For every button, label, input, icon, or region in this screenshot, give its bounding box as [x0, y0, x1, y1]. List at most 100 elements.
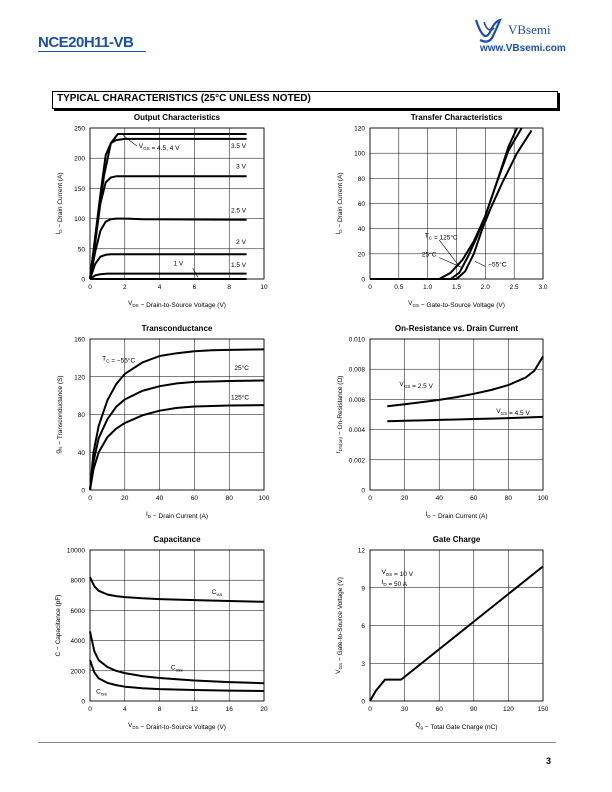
x-tick-label: 90: [470, 706, 478, 713]
x-tick-label: 60: [436, 706, 444, 713]
y-tick-label: 9: [361, 585, 365, 592]
y-tick-label: 80: [78, 412, 86, 419]
data-annotation: 1.5 V: [231, 262, 247, 269]
y-axis-label: ID − Drain Current (A): [335, 172, 344, 234]
x-tick-label: 20: [401, 495, 409, 502]
data-annotation: VGS = 2.5 V: [399, 381, 433, 390]
y-axis-label: rDS(on) − On-Resistance (Ω): [335, 376, 344, 454]
series-line: [89, 253, 247, 280]
leader-line: [122, 135, 138, 147]
x-axis-label: ID − Drain Current (A): [146, 511, 208, 520]
y-tick-label: 0: [81, 699, 85, 706]
x-tick-label: 0: [368, 706, 372, 713]
x-tick-label: 150: [538, 706, 549, 713]
x-tick-label: 8: [227, 284, 231, 291]
section-header: TYPICAL CHARACTERISTICS (25°C UNLESS NOT…: [52, 91, 558, 109]
x-axis-label: ID − Drain Current (A): [425, 511, 487, 520]
series-line: [89, 404, 265, 491]
series-line: [89, 659, 265, 692]
y-axis-label: ID − Drain Current (A): [55, 172, 64, 234]
series-line: [370, 129, 533, 280]
series-line: [89, 379, 265, 491]
x-tick-label: 60: [470, 495, 478, 502]
data-annotation: Coss: [171, 664, 184, 672]
plot-frame: [89, 549, 265, 702]
series-line: [89, 217, 247, 280]
x-tick-label: 0: [88, 706, 92, 713]
series-line: [387, 415, 544, 423]
y-tick-label: 150: [74, 186, 85, 193]
plot-frame: [89, 338, 265, 491]
data-annotation: TC = 125°C: [425, 232, 458, 241]
x-tick-label: 0: [368, 495, 372, 502]
x-tick-label: 16: [226, 706, 234, 713]
data-annotation: VGS = 4.5 V: [496, 408, 530, 417]
y-tick-label: 0: [361, 699, 365, 706]
y-tick-label: 120: [354, 126, 365, 133]
x-tick-label: 2.5: [510, 284, 519, 291]
x-tick-label: 80: [226, 495, 234, 502]
series-line: [89, 348, 265, 491]
y-tick-label: 20: [358, 251, 366, 258]
series-line: [89, 631, 265, 685]
y-tick-label: 10000: [67, 548, 85, 555]
part-number: NCE20H11-VB: [38, 34, 134, 51]
leader-line: [192, 267, 199, 278]
y-tick-label: 250: [74, 126, 85, 133]
y-tick-label: 4000: [71, 638, 86, 645]
data-annotation: VGS = 4.5, 4 V: [139, 143, 180, 152]
brand-url[interactable]: www.VBsemi.com: [480, 43, 566, 54]
y-tick-label: 0.008: [349, 367, 366, 374]
y-tick-label: 60: [358, 201, 366, 208]
x-tick-label: 0: [88, 495, 92, 502]
plot-frame: [369, 338, 544, 491]
x-tick-label: 3.0: [538, 284, 547, 291]
data-annotation: ID = 50 A: [382, 579, 408, 588]
y-tick-label: 0.006: [349, 397, 366, 404]
chart-title-transconductance: Transconductance: [142, 324, 213, 333]
x-tick-label: 6: [193, 284, 197, 291]
x-axis-label: VDS − Drain-to-Source Voltage (V): [128, 300, 226, 309]
y-tick-label: 40: [358, 226, 366, 233]
section-title: TYPICAL CHARACTERISTICS (25°C UNLESS NOT…: [57, 93, 311, 104]
x-tick-label: 20: [121, 495, 129, 502]
series-line: [370, 127, 523, 280]
y-tick-label: 0: [361, 488, 365, 495]
x-tick-label: 100: [538, 495, 549, 502]
y-axis-label: gfs − Transconductance (S): [55, 375, 64, 453]
x-axis-label: VGS − Gate-to-Source Voltage (V): [408, 300, 505, 309]
y-tick-label: 200: [74, 156, 85, 163]
data-annotation: 3 V: [236, 163, 246, 170]
x-tick-label: 10: [260, 284, 268, 291]
series-line: [89, 272, 247, 280]
chart-title-transfer: Transfer Characteristics: [411, 113, 503, 122]
leader-line: [474, 261, 486, 267]
x-tick-label: 60: [191, 495, 199, 502]
y-tick-label: 100: [74, 216, 85, 223]
x-tick-label: 4: [123, 706, 127, 713]
x-tick-label: 120: [503, 706, 514, 713]
data-annotation: TC = −55°C: [102, 356, 135, 365]
series-line: [89, 137, 247, 280]
x-tick-label: 2: [123, 284, 127, 291]
data-annotation: 3.5 V: [231, 143, 247, 150]
x-axis-label: Qg − Total Gate Charge (nC): [415, 722, 497, 731]
y-tick-label: 6: [361, 623, 365, 630]
y-tick-label: 8000: [71, 578, 86, 585]
y-axis-label: VGS − Gate-to-Source Voltage (V): [335, 577, 344, 674]
series-line: [89, 133, 247, 280]
brand-logo-icon: [474, 18, 502, 43]
y-tick-label: 0: [81, 488, 85, 495]
data-annotation: Ciss: [212, 589, 223, 597]
y-tick-label: 50: [78, 246, 86, 253]
y-tick-label: 80: [358, 176, 366, 183]
page-number: 3: [546, 756, 552, 766]
y-tick-label: 0.002: [349, 457, 366, 464]
y-tick-label: 100: [354, 151, 365, 158]
y-tick-label: 40: [78, 450, 86, 457]
x-tick-label: 1.5: [452, 284, 461, 291]
x-tick-label: 80: [505, 495, 513, 502]
leader-line: [439, 257, 463, 268]
series-line: [89, 175, 247, 280]
data-annotation: 25°C: [234, 364, 249, 372]
